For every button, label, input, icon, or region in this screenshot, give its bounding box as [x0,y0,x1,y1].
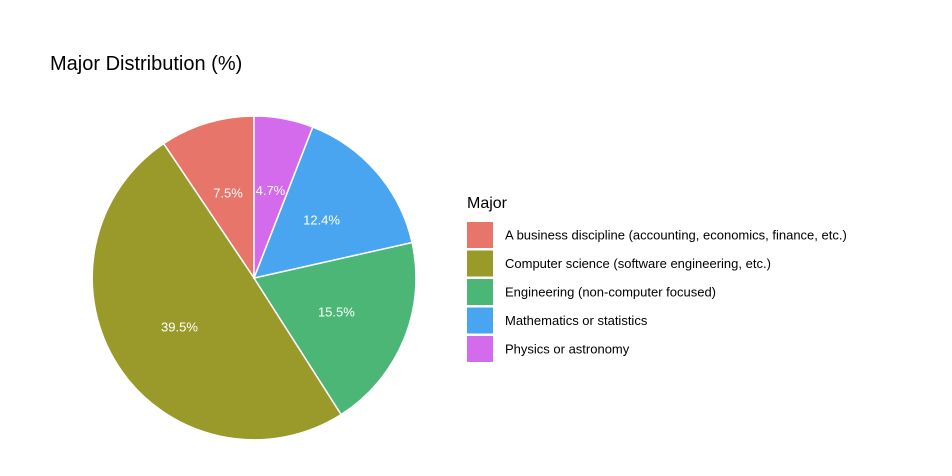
pie-slice-labels: 7.5% 39.5% 15.5% 12.4% 4.7% [161,183,355,334]
slice-label: 39.5% [161,319,198,334]
chart-title: Major Distribution (%) [50,53,242,75]
slice-label: 7.5% [213,185,243,200]
legend-swatch [467,307,493,334]
legend-label: Mathematics or statistics [505,313,648,328]
legend-label: Engineering (non-computer focused) [505,285,716,300]
legend-label: Computer science (software engineering, … [505,256,771,271]
legend-swatch [467,336,493,362]
slice-label: 4.7% [256,183,286,198]
slice-label: 12.4% [303,212,340,227]
legend: Major A business discipline (accounting,… [467,195,847,362]
pie-slice [252,126,413,280]
legend-title: Major [467,195,508,212]
pie-slice [91,142,343,441]
legend-label: A business discipline (accounting, econo… [505,228,847,243]
legend-swatch [467,250,493,277]
legend-swatch [467,279,493,305]
pie-slice [162,115,255,281]
legend-label: Physics or astronomy [505,342,630,357]
pie-slice [253,115,314,279]
pie-slice [252,241,417,416]
legend-items: A business discipline (accounting, econo… [467,222,847,362]
pie-slices [91,115,417,441]
slice-label: 15.5% [318,304,355,319]
legend-swatch [467,222,493,248]
